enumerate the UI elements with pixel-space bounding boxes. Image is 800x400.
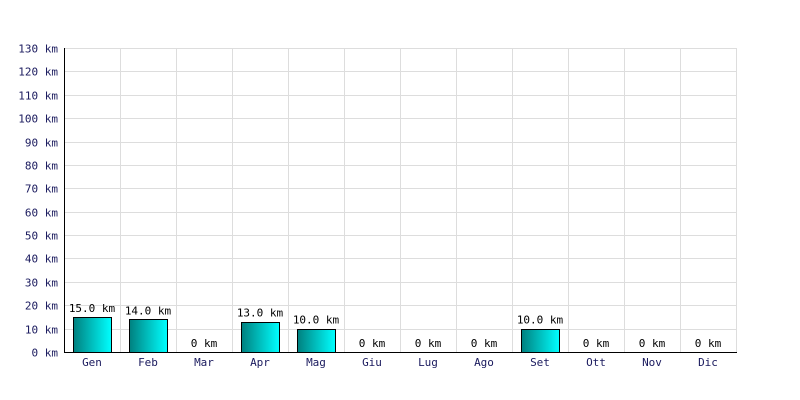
y-tick-label: 70 km	[25, 183, 58, 196]
y-tick-label: 60 km	[25, 207, 58, 220]
data-label: 0 km	[359, 337, 386, 350]
bar	[73, 317, 112, 353]
y-tick-label: 0 km	[32, 347, 59, 360]
data-label: 10.0 km	[517, 314, 564, 327]
x-tick-label: Ott	[586, 356, 606, 369]
data-label: 14.0 km	[125, 304, 172, 317]
x-tick-label: Lug	[418, 356, 438, 369]
y-tick-label: 110 km	[18, 90, 58, 103]
y-tick-label: 80 km	[25, 160, 58, 173]
data-label: 15.0 km	[69, 302, 116, 315]
bar	[521, 329, 560, 353]
data-label: 0 km	[415, 337, 442, 350]
x-tick-label: Dic	[698, 356, 718, 369]
y-tick-label: 50 km	[25, 230, 58, 243]
x-tick-label: Set	[530, 356, 550, 369]
x-tick-label: Ago	[474, 356, 494, 369]
y-tick-label: 100 km	[18, 113, 58, 126]
x-tick-label: Feb	[138, 356, 158, 369]
x-tick-label: Mag	[306, 356, 326, 369]
y-tick-label: 120 km	[18, 66, 58, 79]
data-label: 0 km	[583, 337, 610, 350]
y-tick-label: 130 km	[18, 43, 58, 56]
bar	[297, 329, 336, 353]
y-tick-label: 40 km	[25, 253, 58, 266]
y-tick-label: 10 km	[25, 324, 58, 337]
grid	[64, 48, 737, 352]
data-label: 0 km	[639, 337, 666, 350]
y-tick-label: 90 km	[25, 137, 58, 150]
bar	[129, 319, 168, 353]
data-label: 0 km	[471, 337, 498, 350]
x-tick-label: Giu	[362, 356, 382, 369]
x-tick-label: Nov	[642, 356, 662, 369]
x-tick-label: Mar	[194, 356, 214, 369]
x-axis-ticks: Gen Feb Mar Apr Mag Giu Lug Ago Set Ott Nov Dic	[82, 356, 718, 369]
data-label: 0 km	[695, 337, 722, 350]
data-label: 0 km	[191, 337, 218, 350]
y-tick-label: 30 km	[25, 277, 58, 290]
y-tick-label: 20 km	[25, 300, 58, 313]
x-tick-label: Apr	[250, 356, 270, 369]
x-tick-label: Gen	[82, 356, 102, 369]
axes	[64, 48, 737, 353]
y-axis-ticks: 0 km 10 km 20 km 30 km 40 km 50 km 60 km 70 km 8…	[18, 43, 58, 360]
data-label: 10.0 km	[293, 314, 340, 327]
data-label: 13.0 km	[237, 307, 284, 320]
data-labels: 15.0 km 14.0 km 0 km 13.0 km 10.0 km 0 km 0 km…	[69, 302, 722, 350]
bar	[241, 322, 280, 353]
